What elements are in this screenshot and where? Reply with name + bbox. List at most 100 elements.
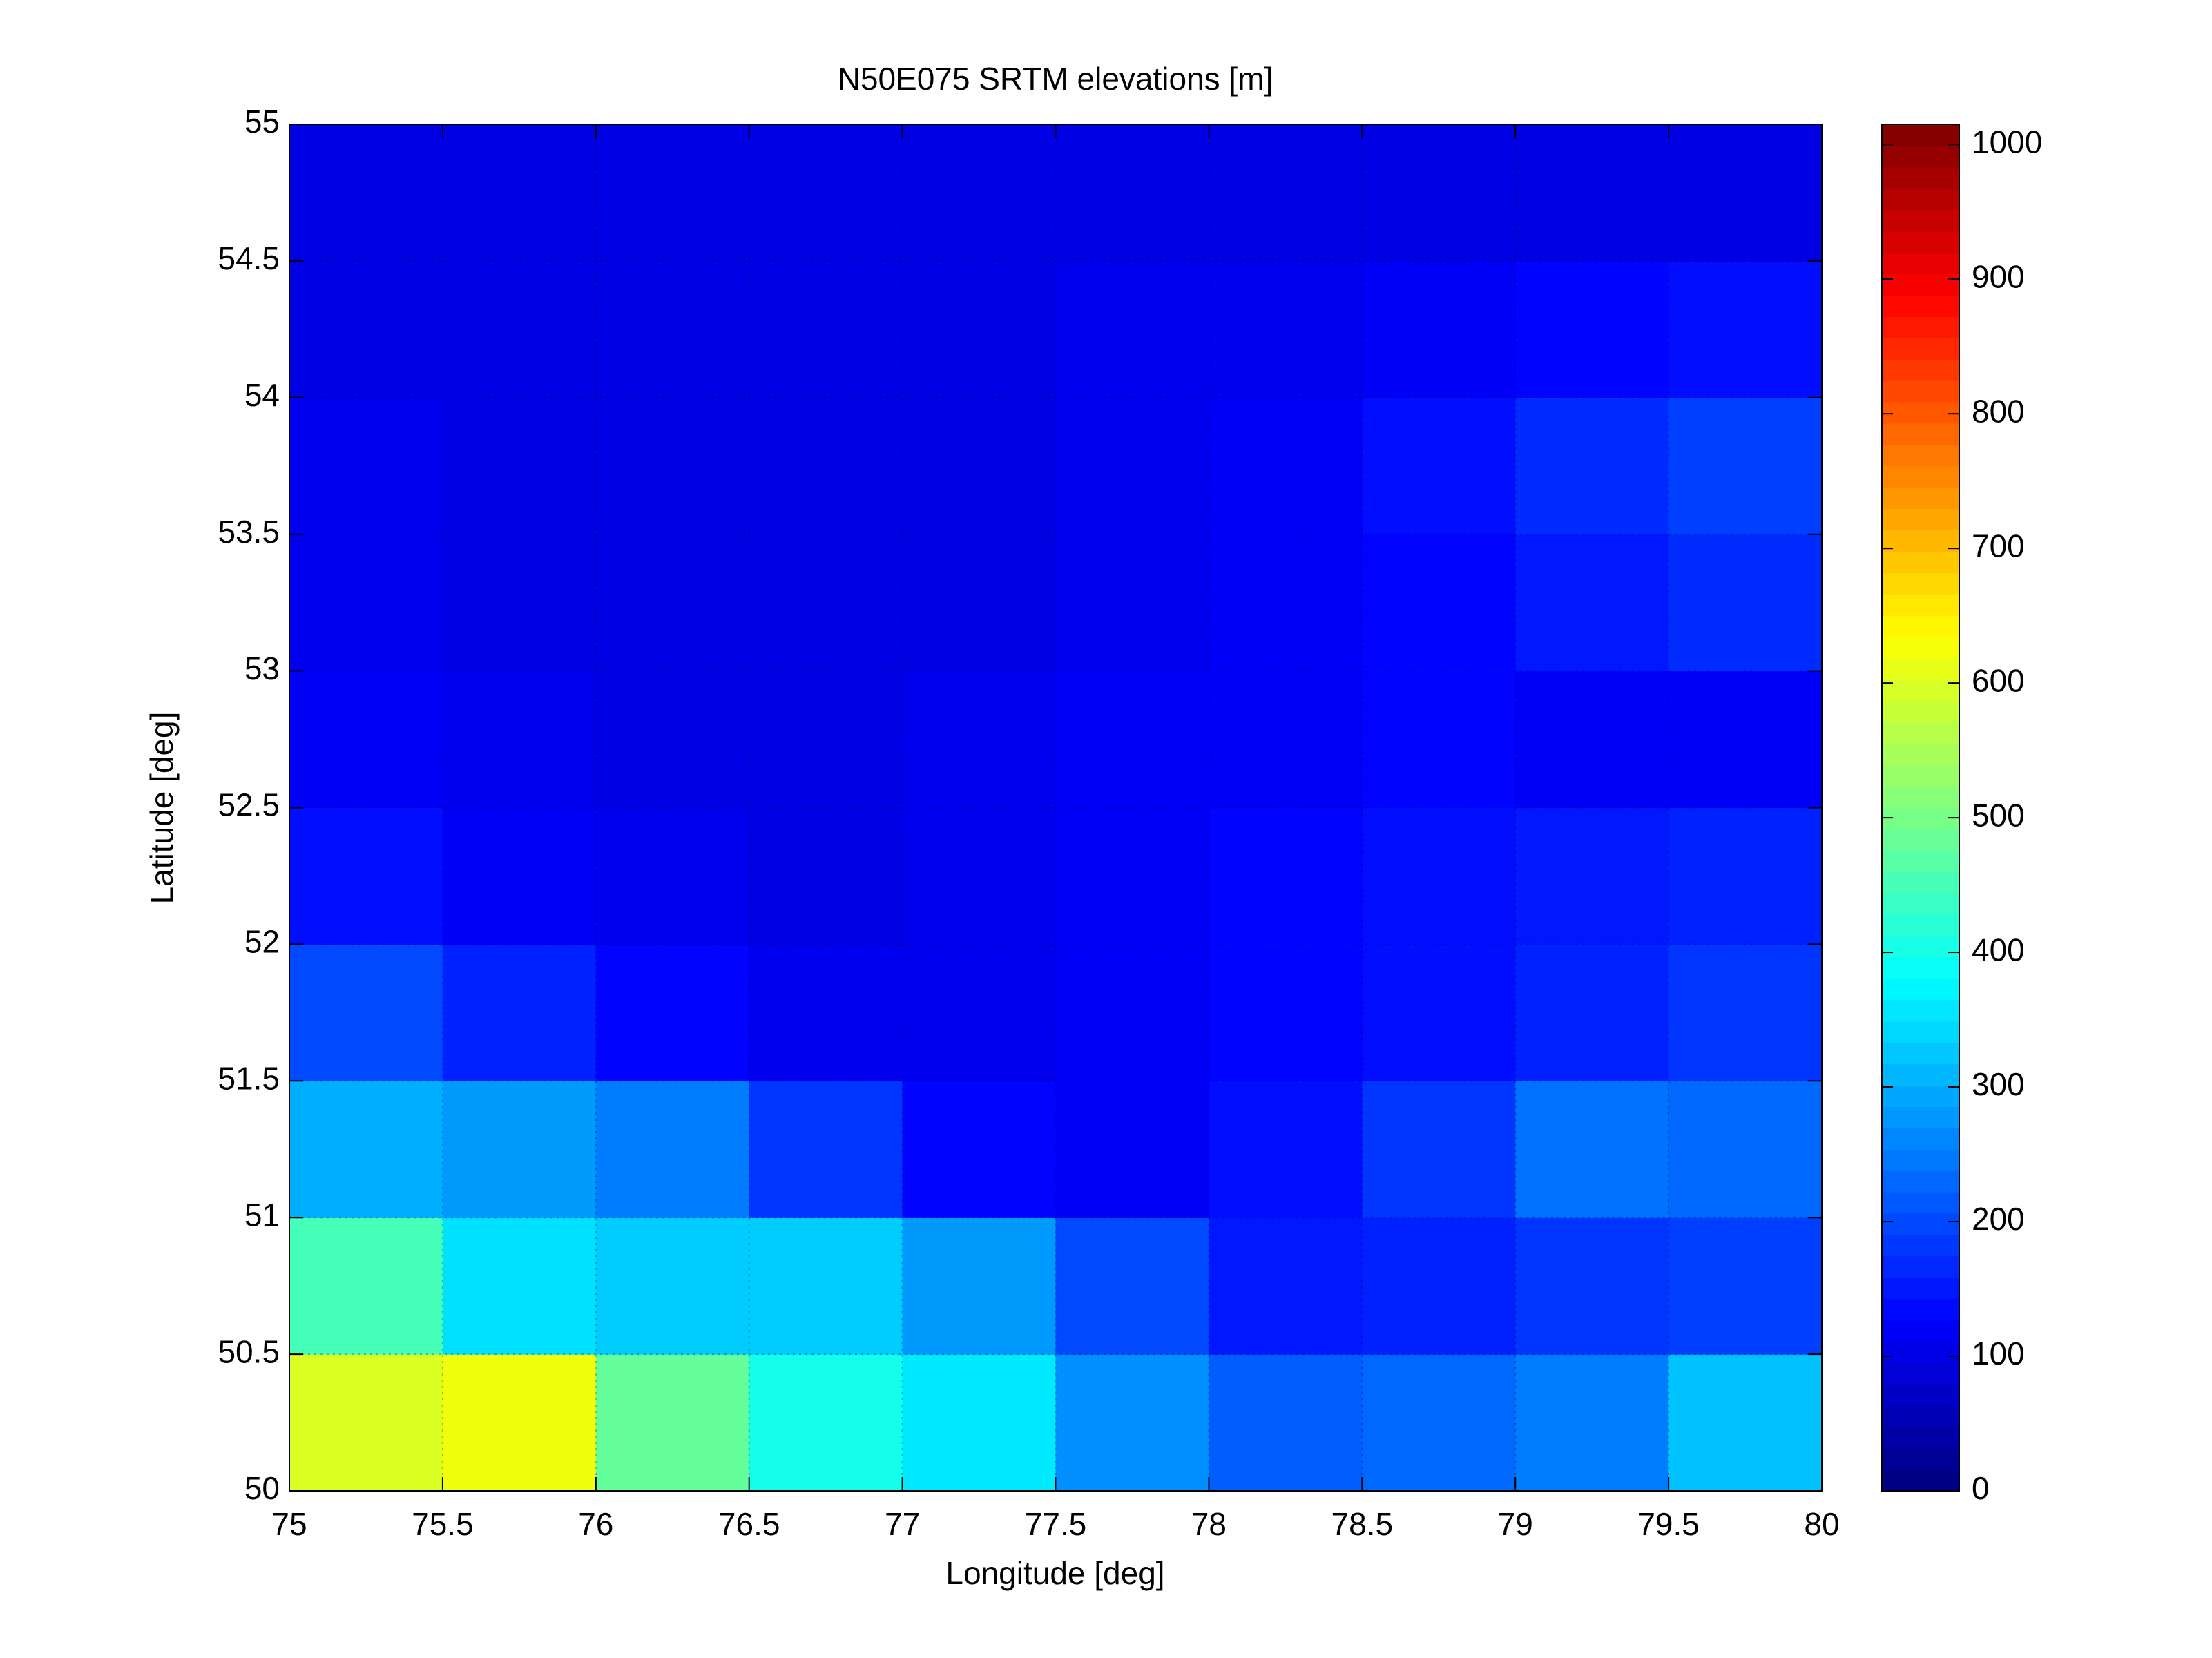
heatmap-cell xyxy=(1668,397,1823,535)
colorbar-step xyxy=(1882,1128,1959,1150)
heatmap-cell xyxy=(1362,671,1516,809)
x-tick-label: 76 xyxy=(578,1506,613,1542)
heatmap-cell xyxy=(1515,1081,1669,1218)
heatmap-cell xyxy=(749,807,903,945)
heatmap-cell xyxy=(1362,807,1516,945)
heatmap-cell xyxy=(1055,1354,1209,1492)
colorbar-step xyxy=(1882,850,1959,872)
heatmap-cell xyxy=(1668,944,1823,1081)
heatmap-cell xyxy=(442,944,597,1081)
heatmap-cell xyxy=(1055,260,1209,398)
heatmap-cell xyxy=(595,671,750,809)
colorbar-step xyxy=(1882,487,1959,510)
colorbar-step xyxy=(1882,1063,1959,1086)
colorbar-tick-label: 600 xyxy=(1972,662,2025,698)
heatmap-cell xyxy=(749,124,903,262)
heatmap-cell xyxy=(442,260,597,398)
heatmap-cell xyxy=(1515,671,1669,809)
heatmap-cell xyxy=(289,1081,443,1218)
heatmap-cell xyxy=(1362,1354,1516,1492)
colorbar-step xyxy=(1882,508,1959,531)
colorbar-step xyxy=(1882,1149,1959,1171)
heatmap-cell xyxy=(902,1354,1057,1492)
colorbar-step xyxy=(1882,914,1959,936)
colorbar-step xyxy=(1882,956,1959,979)
colorbar-tick-label: 0 xyxy=(1972,1470,1990,1506)
heatmap-cell xyxy=(289,1354,443,1492)
colorbar-step xyxy=(1882,999,1959,1022)
colorbar-step xyxy=(1882,1255,1959,1278)
colorbar-step xyxy=(1882,893,1959,915)
x-tick-label: 75.5 xyxy=(412,1506,474,1542)
heatmap-cell xyxy=(749,397,903,535)
heatmap-cell xyxy=(595,944,750,1081)
heatmap-cell xyxy=(595,397,750,535)
heatmap-cell xyxy=(902,671,1057,809)
x-tick-label: 79 xyxy=(1498,1506,1533,1542)
heatmap-cell xyxy=(749,671,903,809)
heatmap-cell xyxy=(902,397,1057,535)
colorbar-step xyxy=(1882,423,1959,445)
colorbar-tick-label: 100 xyxy=(1972,1336,2025,1371)
heatmap-cell xyxy=(1055,534,1209,672)
heatmap-cell xyxy=(1515,944,1669,1081)
colorbar-step xyxy=(1882,1213,1959,1235)
colorbar-step xyxy=(1882,764,1959,787)
heatmap-cell xyxy=(1668,1217,1823,1355)
colorbar-step xyxy=(1882,231,1959,253)
heatmap-cell xyxy=(1209,1217,1363,1355)
heatmap-cell xyxy=(289,260,443,398)
heatmap-cell xyxy=(442,807,597,945)
colorbar-frame xyxy=(1881,124,1960,1492)
y-axis-label: Latitude [deg] xyxy=(144,712,180,905)
colorbar-tick-label: 500 xyxy=(1972,797,2025,833)
y-tick-label: 54.5 xyxy=(218,240,280,276)
heatmap-cell xyxy=(902,944,1057,1081)
heatmap-cell xyxy=(442,534,597,672)
heatmap-cell xyxy=(289,671,443,809)
heatmap-cell xyxy=(1515,1354,1669,1492)
heatmap-cell xyxy=(1055,944,1209,1081)
y-tick-label: 53 xyxy=(244,650,280,686)
heatmap-cell xyxy=(1209,1081,1363,1218)
colorbar-step xyxy=(1882,1405,1959,1427)
colorbar-tick-label: 700 xyxy=(1972,528,2025,563)
heatmap-cell xyxy=(1055,397,1209,535)
heatmap-cell xyxy=(595,534,750,672)
heatmap-cell xyxy=(1515,124,1669,262)
heatmap-cell xyxy=(749,944,903,1081)
colorbar-step xyxy=(1882,594,1959,616)
heatmap-cell xyxy=(595,1354,750,1492)
colorbar-step xyxy=(1882,1320,1959,1342)
y-tick-label: 52.5 xyxy=(218,787,280,823)
heatmap-cell xyxy=(1055,1217,1209,1355)
heatmap-cell xyxy=(442,124,597,262)
heatmap-cell xyxy=(442,397,597,535)
colorbar-step xyxy=(1882,1341,1959,1364)
heatmap-cell xyxy=(1055,807,1209,945)
colorbar-step xyxy=(1882,637,1959,659)
colorbar-step xyxy=(1882,829,1959,851)
heatmap-cell xyxy=(1668,807,1823,945)
heatmap-cell xyxy=(749,1081,903,1218)
y-tick-label: 55 xyxy=(244,104,280,139)
heatmap-cell xyxy=(289,397,443,535)
colorbar-step xyxy=(1882,743,1959,766)
heatmap-cell xyxy=(595,1081,750,1218)
colorbar-step xyxy=(1882,1384,1959,1406)
heatmap-cell xyxy=(1209,807,1363,945)
heatmap-cell xyxy=(595,1217,750,1355)
heatmap-cell xyxy=(902,1081,1057,1218)
x-tick-label: 76.5 xyxy=(718,1506,780,1542)
colorbar-step xyxy=(1882,551,1959,573)
heatmap-cell xyxy=(902,1217,1057,1355)
colorbar-step xyxy=(1882,166,1959,189)
colorbar-step xyxy=(1882,316,1959,338)
heatmap-cell xyxy=(1362,397,1516,535)
heatmap-cell xyxy=(1209,1354,1363,1492)
colorbar-step xyxy=(1882,530,1959,552)
heatmap-cell xyxy=(1668,671,1823,809)
heatmap-cell xyxy=(289,807,443,945)
colorbar-tick-label: 300 xyxy=(1972,1066,2025,1102)
heatmap-cell xyxy=(1515,534,1669,672)
